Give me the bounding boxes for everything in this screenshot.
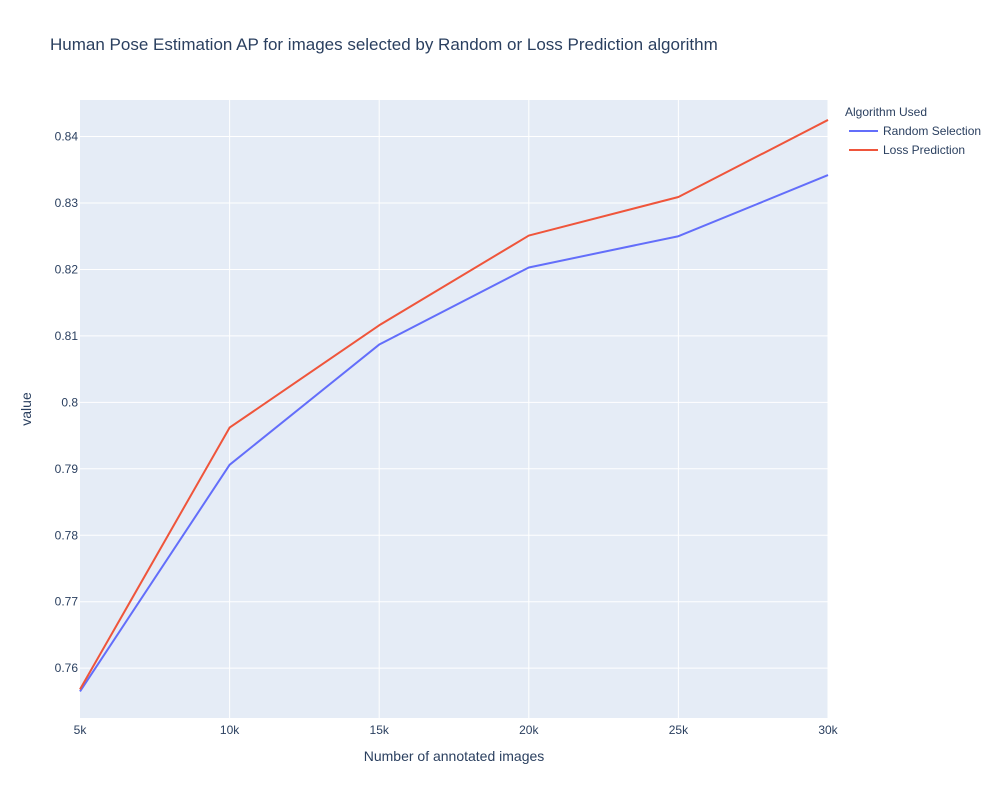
data-point [828,119,829,120]
data-point [80,691,81,692]
data-point [528,235,529,236]
y-tick-label: 0.82 [55,262,79,276]
y-tick-label: 0.81 [55,329,79,343]
y-axis-title: value [18,392,34,426]
legend-label[interactable]: Loss Prediction [883,143,965,157]
legend-title: Algorithm Used [845,105,927,119]
plot-area [80,100,828,718]
y-tick-label: 0.8 [61,395,78,409]
grid-lines [80,100,829,718]
series-lines [79,119,829,692]
x-tick-label: 5k [74,723,88,737]
y-tick-label: 0.77 [55,595,79,609]
legend-label[interactable]: Random Selection [883,124,981,138]
data-point [80,689,81,690]
data-point [528,267,529,268]
y-tick-label: 0.84 [55,130,79,144]
series-line [79,119,829,690]
x-tick-label: 15k [370,723,390,737]
x-tick-label: 25k [669,723,689,737]
y-tick-label: 0.78 [55,528,79,542]
data-point [678,236,679,237]
y-tick-label: 0.79 [55,462,79,476]
data-point [229,427,230,428]
x-tick-label: 20k [519,723,539,737]
data-point [379,325,380,326]
series-line [79,174,829,692]
data-point [828,175,829,176]
legend: Algorithm Used Random Selection Loss Pred… [845,105,981,157]
data-point [229,464,230,465]
x-tick-label: 30k [818,723,838,737]
y-axis-ticks: 0.76 0.77 0.78 0.79 0.8 0.81 0.82 0.83 0.84 [55,130,79,676]
x-axis-ticks: 5k 10k 15k 20k 25k 30k [74,723,839,737]
y-tick-label: 0.83 [55,196,79,210]
x-axis-title: Number of annotated images [364,748,545,764]
data-point [678,197,679,198]
x-tick-label: 10k [220,723,240,737]
data-point [379,344,380,345]
y-tick-label: 0.76 [55,661,79,675]
chart-title: Human Pose Estimation AP for images sele… [50,35,718,54]
